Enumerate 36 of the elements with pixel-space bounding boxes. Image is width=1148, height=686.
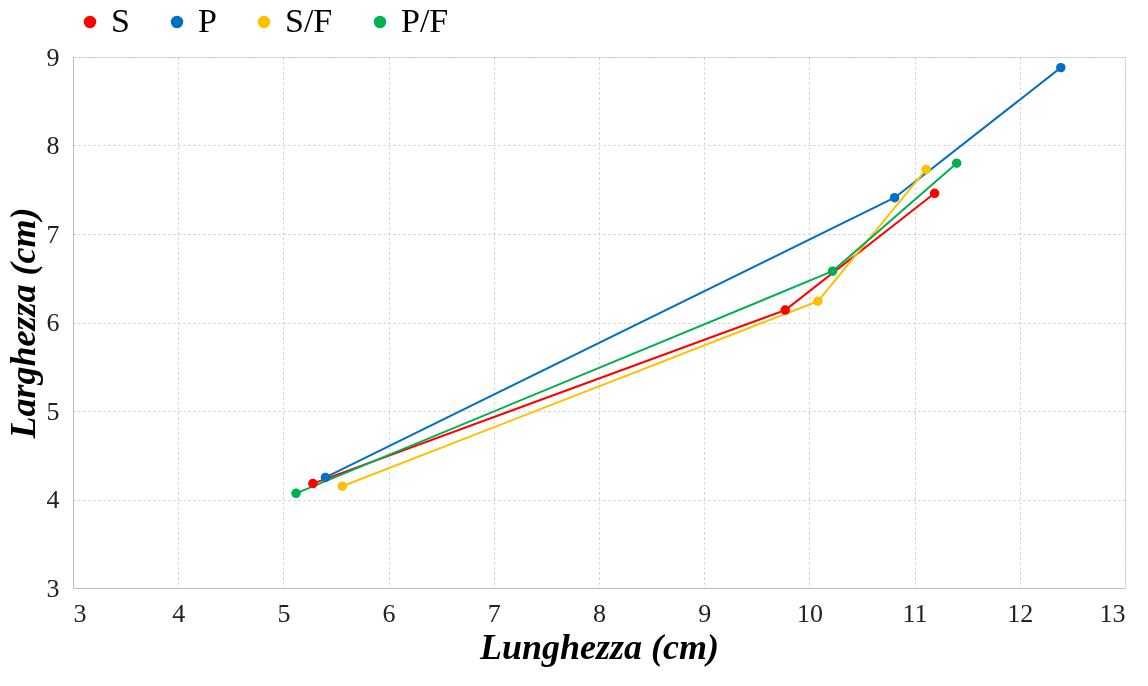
point — [780, 305, 790, 315]
y-tick-label: 3 — [46, 573, 60, 603]
x-tick-label: 12 — [1007, 598, 1034, 628]
point — [337, 481, 348, 491]
x-tick-label: 8 — [593, 598, 606, 628]
y-tick-label: 7 — [46, 219, 60, 249]
point — [1056, 62, 1066, 73]
y-axis-title: Larghezza (cm) — [2, 207, 43, 440]
x-tick-label: 7 — [487, 598, 501, 628]
x-tick-label: 13 — [1099, 598, 1126, 628]
x-tick-label: 11 — [902, 598, 928, 628]
point — [929, 188, 940, 199]
legend-label: P/F — [401, 2, 449, 39]
point — [889, 192, 900, 203]
x-tick-label: 6 — [382, 598, 396, 628]
point — [951, 158, 962, 168]
point — [308, 478, 318, 489]
x-tick-label: 10 — [796, 598, 823, 628]
point — [291, 488, 301, 499]
point — [921, 164, 931, 175]
point — [813, 296, 823, 306]
y-tick-label: 4 — [46, 485, 60, 514]
legend-label: S/F — [285, 2, 333, 39]
y-tick-label: 6 — [46, 308, 60, 337]
point — [827, 266, 838, 276]
y-tick-label: 5 — [46, 396, 60, 426]
y-tick-label: 9 — [46, 42, 60, 72]
x-tick-label: 3 — [73, 598, 87, 628]
x-tick-label: 5 — [277, 598, 291, 628]
x-axis-title: Lunghezza (cm) — [478, 626, 720, 667]
y-tick-label: 8 — [46, 131, 60, 160]
point — [320, 472, 331, 483]
x-tick-label: 4 — [172, 598, 186, 628]
legend-label: S — [111, 2, 130, 39]
x-tick-label: 9 — [698, 598, 712, 628]
legend-label: P — [198, 2, 217, 39]
